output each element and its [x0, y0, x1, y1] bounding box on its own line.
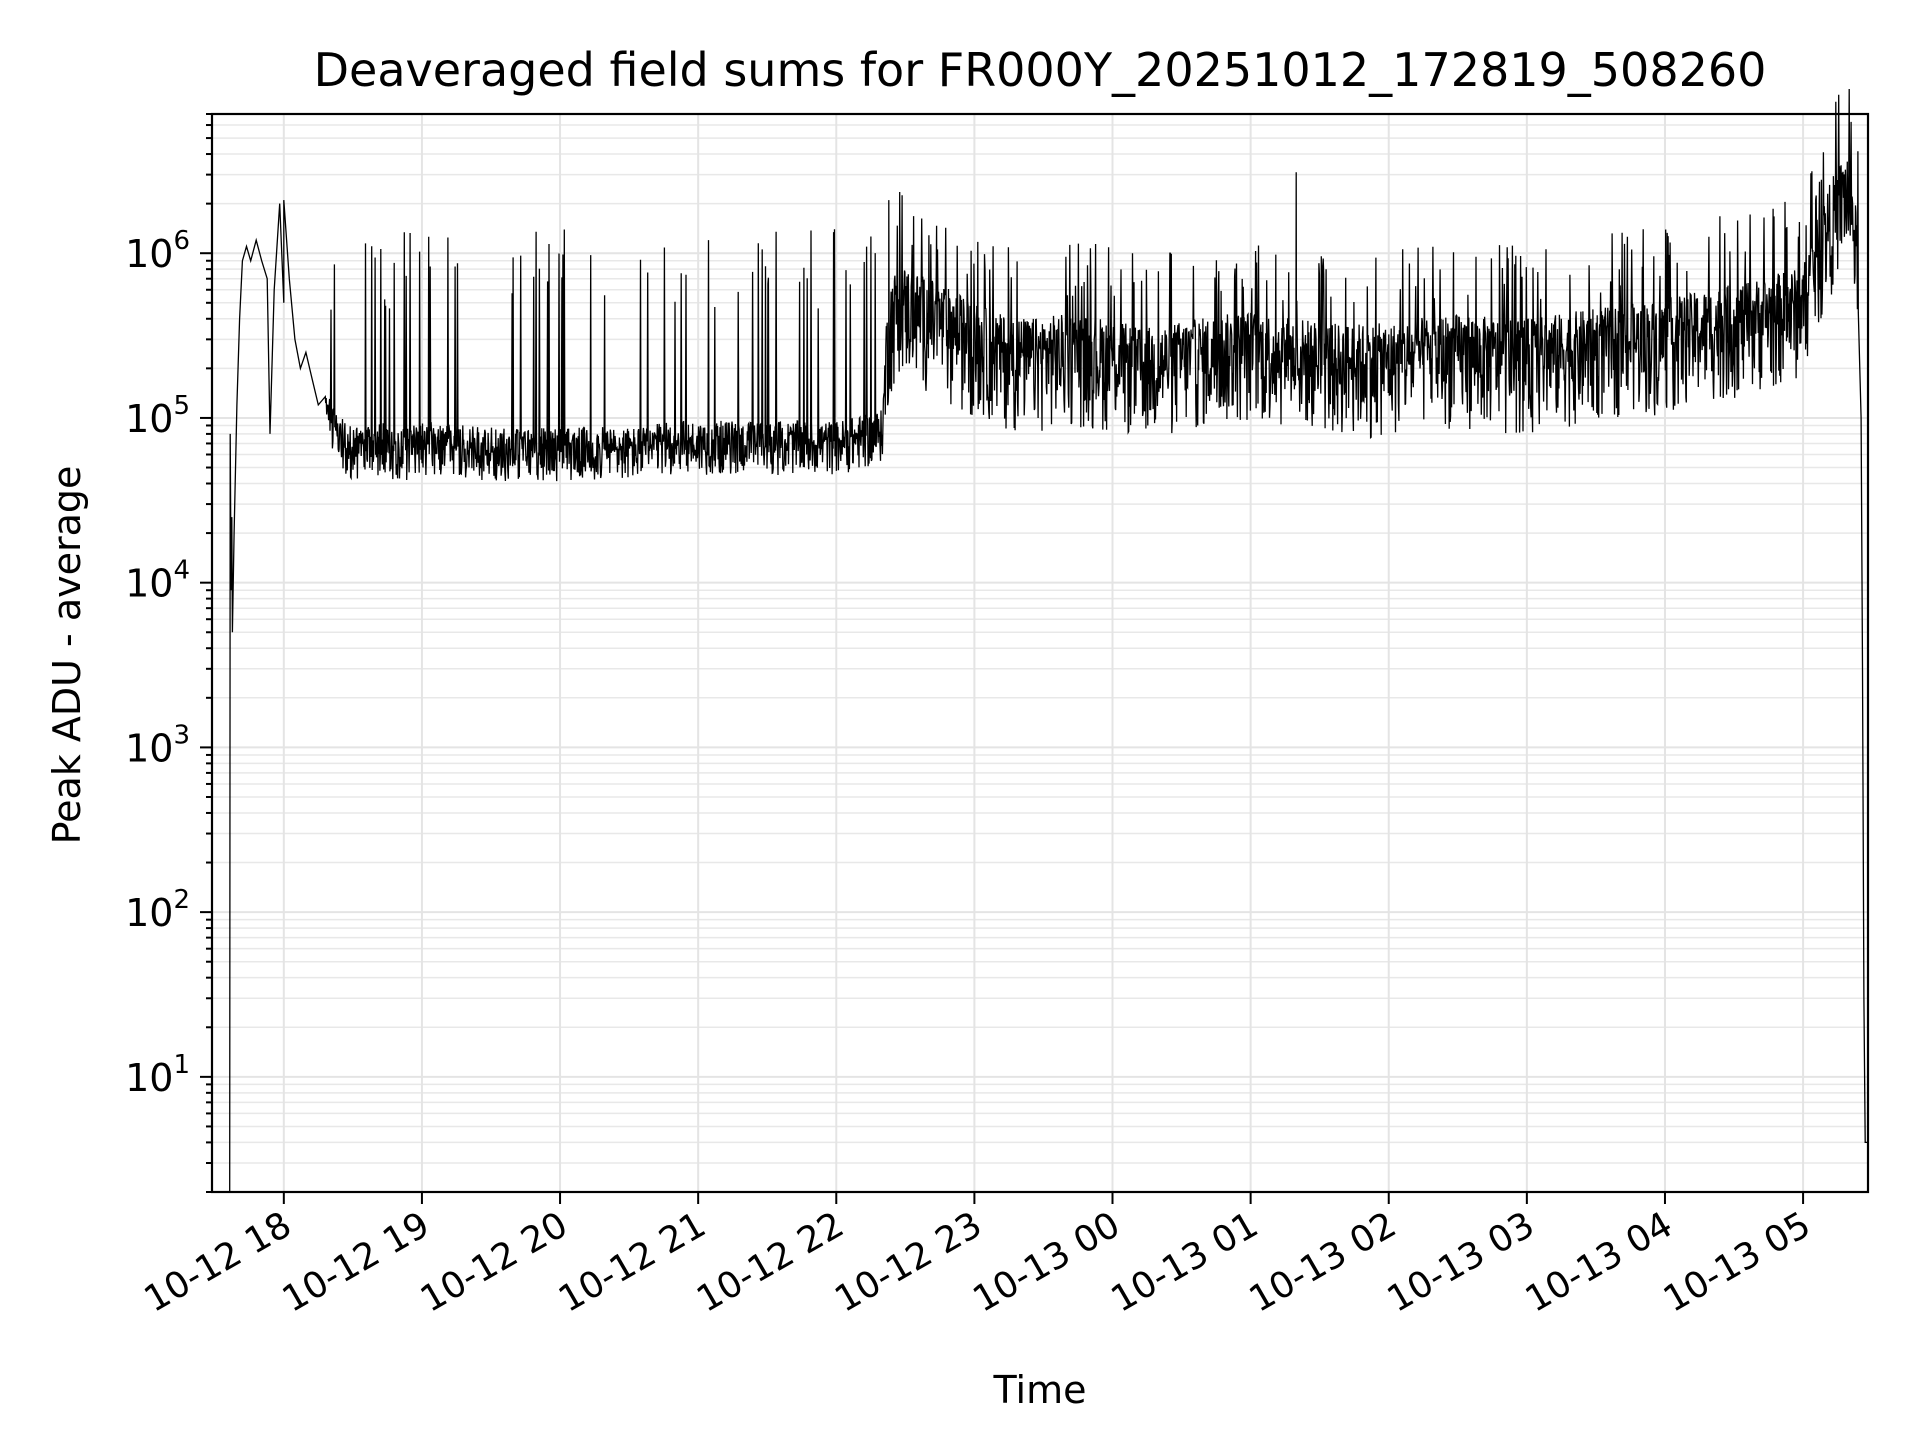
chart-title: Deaveraged field sums for FR000Y_2025101…: [314, 43, 1767, 97]
y-tick-label: 103: [125, 720, 190, 770]
y-tick-exponent: 5: [173, 391, 190, 421]
y-axis-label: Peak ADU - average: [45, 466, 89, 845]
y-tick-label: 101: [125, 1050, 190, 1100]
x-tick-label: 10-12 22: [690, 1204, 851, 1320]
y-tick-base: 10: [125, 1056, 173, 1100]
x-tick-label: 10-13 01: [1104, 1204, 1265, 1320]
x-axis-label: Time: [993, 1368, 1087, 1412]
x-tick-label: 10-12 18: [138, 1204, 299, 1320]
y-tick-base: 10: [125, 891, 173, 935]
y-tick-base: 10: [125, 397, 173, 441]
y-tick-label: 104: [125, 556, 190, 606]
x-tick-label: 10-12 21: [552, 1204, 713, 1320]
x-tick-label: 10-13 02: [1243, 1204, 1404, 1320]
x-tick-label: 10-13 00: [966, 1204, 1127, 1320]
y-tick-exponent: 3: [173, 720, 190, 750]
x-tick-label: 10-12 20: [414, 1204, 575, 1320]
x-tick-label: 10-12 19: [276, 1204, 437, 1320]
y-tick-exponent: 4: [173, 556, 190, 586]
y-tick-label: 105: [125, 391, 190, 441]
plot-area: [229, 88, 1868, 1193]
y-tick-exponent: 1: [173, 1050, 190, 1080]
plot-frame: [210, 112, 1870, 1194]
y-tick-base: 10: [125, 562, 173, 606]
x-tick-label: 10-12 23: [828, 1204, 989, 1320]
y-tick-label: 102: [125, 885, 190, 935]
y-tick-exponent: 2: [173, 885, 190, 915]
y-tick-base: 10: [125, 726, 173, 770]
x-tick-label: 10-13 03: [1381, 1204, 1542, 1320]
x-tick-label: 10-13 05: [1657, 1204, 1818, 1320]
y-tick-exponent: 6: [173, 226, 190, 256]
y-tick-base: 10: [125, 232, 173, 276]
x-tick-label: 10-13 04: [1519, 1204, 1680, 1320]
y-tick-label: 106: [125, 226, 190, 276]
series-line: [229, 88, 1868, 1193]
